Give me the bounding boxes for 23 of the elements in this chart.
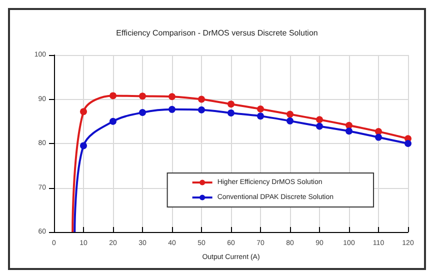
point (80, 108, 87, 116)
point (257, 112, 264, 120)
point (110, 118, 116, 125)
point (139, 109, 146, 116)
point (316, 122, 323, 130)
point (375, 134, 382, 141)
point (198, 106, 205, 114)
point (404, 140, 412, 147)
point (110, 92, 116, 100)
point (316, 116, 323, 124)
point (198, 96, 205, 103)
point (346, 128, 352, 135)
point (168, 106, 176, 113)
point (139, 92, 146, 100)
point (375, 128, 382, 136)
point (286, 110, 294, 118)
point (228, 109, 234, 116)
chart-title: Efficiency Comparison - DrMOS versus Discrete Solution (116, 28, 318, 38)
point (168, 93, 176, 100)
point (80, 142, 87, 150)
point (286, 117, 294, 124)
point (257, 105, 264, 112)
point (228, 100, 234, 108)
